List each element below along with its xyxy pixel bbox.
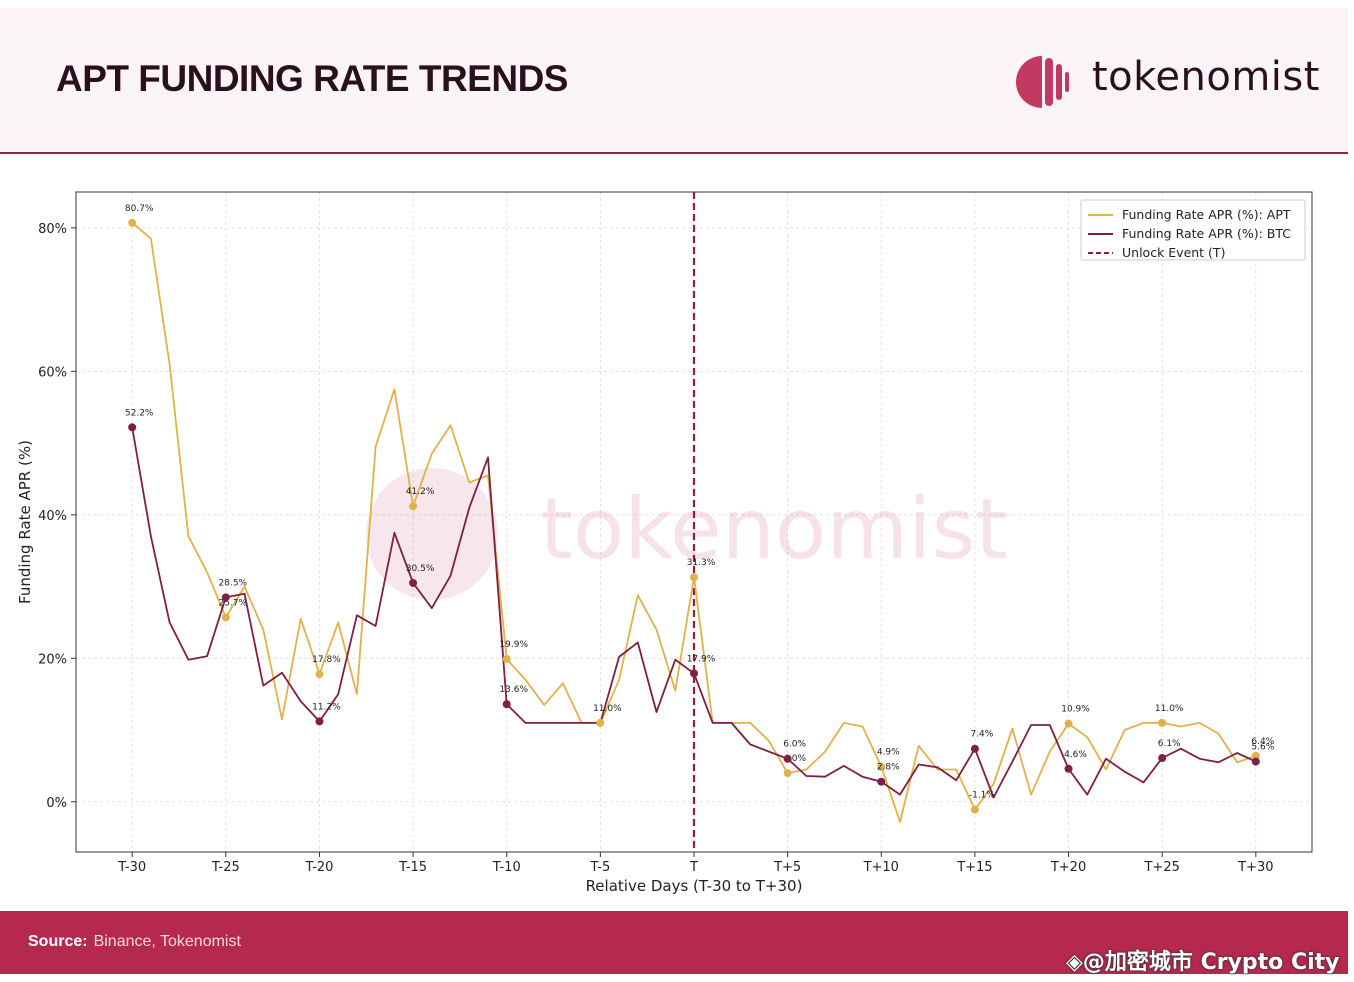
y-tick-label: 60% xyxy=(38,365,67,380)
x-tick-label: T-30 xyxy=(117,860,146,875)
apt-data-label: 10.9% xyxy=(1061,705,1090,715)
legend-box xyxy=(1080,199,1306,261)
btc-data-point xyxy=(1064,764,1073,773)
btc-data-label: 7.4% xyxy=(970,730,993,740)
x-tick-label: T+15 xyxy=(956,860,992,875)
source-value: Binance, Tokenomist xyxy=(93,933,241,950)
btc-data-label: 6.1% xyxy=(1158,739,1181,749)
apt-data-point xyxy=(877,762,886,771)
apt-data-point xyxy=(1251,751,1260,760)
apt-data-label: 11.0% xyxy=(593,704,622,714)
apt-data-label: -1.1% xyxy=(969,791,996,801)
apt-data-label: 80.7% xyxy=(125,204,154,214)
btc-data-point xyxy=(970,744,979,753)
apt-data-point xyxy=(1158,718,1167,727)
tokenomist-logo-icon xyxy=(1016,56,1069,108)
apt-data-label: 6.4% xyxy=(1251,737,1274,747)
apt-data-point xyxy=(128,218,137,227)
btc-data-label: 2.8% xyxy=(877,763,900,773)
chart-watermark: tokenomist xyxy=(540,480,1008,578)
btc-data-label: 6.0% xyxy=(783,740,806,750)
apt-data-point xyxy=(783,769,792,778)
y-axis-label: Funding Rate APR (%) xyxy=(16,440,34,604)
btc-data-point xyxy=(502,700,511,709)
btc-data-label: 4.6% xyxy=(1064,750,1087,760)
apt-data-point xyxy=(596,718,605,727)
y-tick-label: 20% xyxy=(38,652,67,667)
page-title: APT FUNDING RATE TRENDS xyxy=(56,58,568,99)
apt-data-label: 19.9% xyxy=(499,640,528,650)
x-tick-label: T+20 xyxy=(1050,860,1086,875)
apt-data-label: 25.7% xyxy=(219,598,248,608)
btc-data-label: 30.5% xyxy=(406,564,435,574)
btc-data-label: 13.6% xyxy=(499,685,528,695)
footer-source: Source: Binance, Tokenomist xyxy=(28,933,241,951)
btc-data-point xyxy=(1158,754,1167,763)
btc-data-point xyxy=(1251,757,1260,766)
btc-data-label: 5.6% xyxy=(1251,743,1274,753)
apt-data-label: 17.8% xyxy=(312,655,341,665)
btc-data-point xyxy=(877,777,886,786)
apt-data-point xyxy=(970,805,979,814)
btc-data-point xyxy=(409,578,418,587)
x-tick-label: T+5 xyxy=(773,860,801,875)
x-tick-label: T+30 xyxy=(1237,860,1273,875)
btc-data-label: 11.2% xyxy=(312,702,341,712)
apt-data-label: 4.0% xyxy=(783,754,806,764)
apt-data-label: 4.9% xyxy=(877,748,900,758)
apt-data-point xyxy=(409,502,418,511)
x-tick-label: T-20 xyxy=(304,860,333,875)
legend-label-btc: Funding Rate APR (%): BTC xyxy=(1122,226,1291,241)
x-tick-label: T+10 xyxy=(863,860,899,875)
overlay-credit: ◈@加密城市 Crypto City xyxy=(1066,950,1340,975)
btc-data-point xyxy=(690,669,698,678)
btc-data-label: 17.9% xyxy=(687,654,716,664)
tokenomist-logo: tokenomist xyxy=(1012,50,1319,114)
x-tick-label: T+25 xyxy=(1143,860,1179,875)
btc-data-label: 52.2% xyxy=(125,408,154,418)
btc-data-point xyxy=(783,754,792,763)
apt-data-label: 31.3% xyxy=(687,558,716,568)
btc-data-label: 28.5% xyxy=(219,578,248,588)
apt-data-label: 41.2% xyxy=(406,487,435,497)
x-axis-label: Relative Days (T-30 to T+30) xyxy=(586,877,803,895)
apt-data-point xyxy=(221,613,230,622)
chart-panel: tokenomist T-30 T-25 T-20 T-15 T-10 T-5 T T+5 T+1… xyxy=(0,156,1348,911)
y-tick-label: 80% xyxy=(38,222,67,237)
x-tick-label: T-5 xyxy=(590,860,611,875)
btc-data-point xyxy=(221,593,230,602)
apt-data-label: 11.0% xyxy=(1155,704,1184,714)
source-label: Source: xyxy=(28,933,88,950)
header-divider xyxy=(0,152,1348,154)
btc-data-point xyxy=(128,423,137,432)
y-tick-label: 0% xyxy=(46,796,67,811)
apt-data-point xyxy=(315,670,324,679)
x-tick-label: T-15 xyxy=(398,860,427,875)
apt-data-point xyxy=(1064,719,1073,728)
funding-rate-chart: tokenomist T-30 T-25 T-20 T-15 T-10 T-5 T T+5 T+1… xyxy=(16,191,1313,895)
y-tick-label: 40% xyxy=(38,509,67,524)
legend-label-unlock: Unlock Event (T) xyxy=(1122,245,1225,260)
x-tick-label: T-10 xyxy=(492,860,521,875)
footer-bar: Source: Binance, Tokenomist xyxy=(0,911,1348,974)
logo-wordmark: tokenomist xyxy=(1092,54,1320,100)
apt-data-point xyxy=(502,655,511,664)
watermark-logo-icon xyxy=(366,468,498,600)
btc-data-point xyxy=(315,717,324,726)
legend-label-apt: Funding Rate APR (%): APT xyxy=(1122,207,1291,222)
x-tick-label: T-25 xyxy=(211,860,240,875)
x-tick-label: T xyxy=(689,860,698,875)
apt-data-point xyxy=(690,573,698,582)
